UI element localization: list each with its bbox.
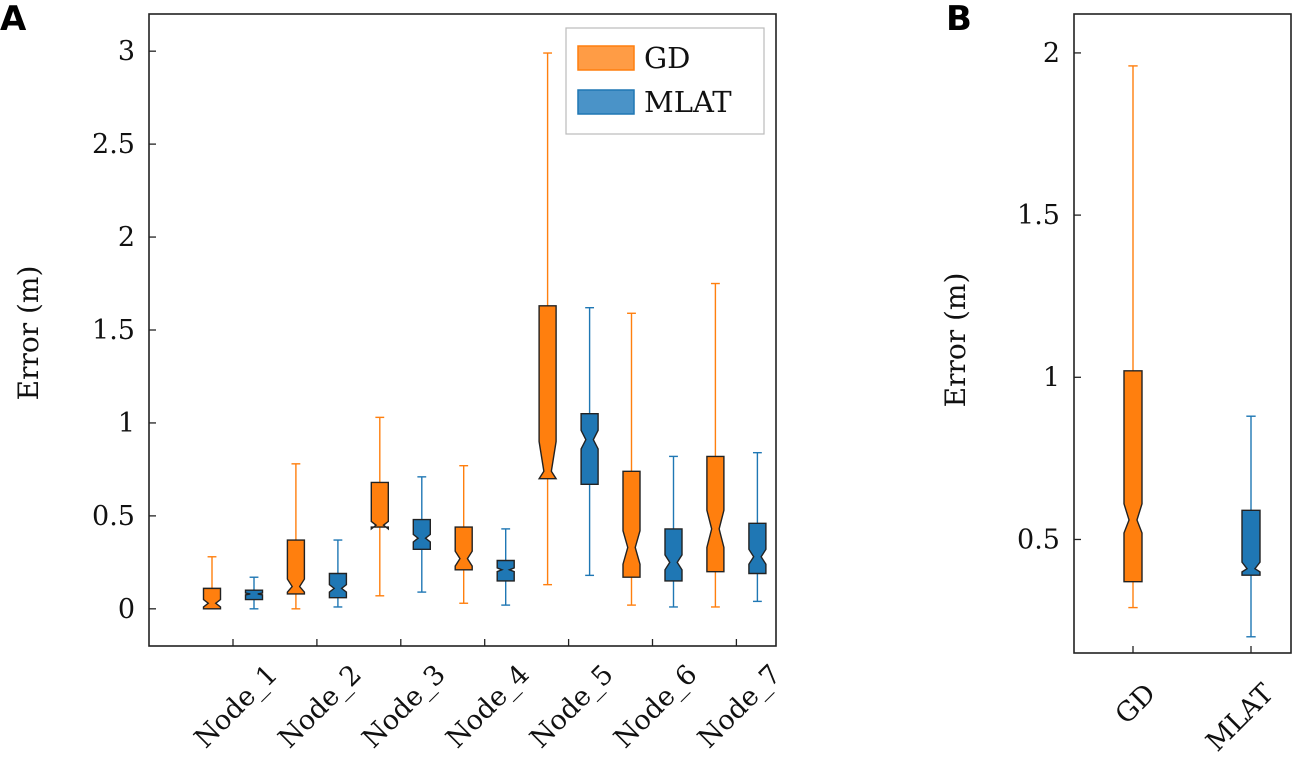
panel-a-y-tick-label: 1 — [118, 408, 135, 439]
box-gd-node-4 — [454, 464, 473, 604]
box-mlat-node-7-body — [748, 522, 767, 575]
panel-a-y-tick-label: 0.5 — [92, 501, 135, 532]
panel-a-y-tick-label: 2 — [118, 222, 135, 253]
panel-a-y-tick-label: 2.5 — [92, 129, 135, 160]
panel-b-y-tick-label: 1 — [1043, 362, 1060, 393]
box-gd-node-6 — [622, 312, 641, 606]
box-gd-node-1 — [202, 556, 222, 610]
box-gd-node-4-body — [454, 526, 473, 571]
box-b-mlat-body — [1241, 509, 1261, 576]
panel-a-x-tick-label: Node_3 — [356, 659, 451, 754]
box-gd-node-7-body — [706, 455, 725, 573]
box-gd-node-3 — [370, 416, 389, 597]
panel-b-y-axis-title: Error (m) — [939, 273, 972, 408]
panel-b-y-tick-label: 2 — [1043, 38, 1060, 69]
box-gd-node-5 — [537, 52, 558, 586]
legend: GD MLAT — [565, 27, 765, 135]
box-b-gd-body — [1123, 370, 1143, 583]
panel-a-x-tick-label: Node_7 — [692, 659, 787, 754]
panel-b-x-tick-label: MLAT — [1200, 678, 1280, 758]
box-mlat-node-5 — [580, 306, 599, 577]
box-mlat-node-2-body — [328, 572, 348, 599]
box-mlat-node-5-body — [580, 412, 599, 485]
panel-a-y-tick-label: 0 — [118, 594, 135, 625]
box-b-gd — [1123, 65, 1143, 609]
box-gd-node-5-body — [537, 305, 558, 480]
box-mlat-node-1-body — [244, 589, 264, 601]
panel-a: A Error (m) 00.511.522.53Node_1Node_2Nod… — [0, 0, 787, 754]
panel-a-x-tick-label: Node_1 — [189, 659, 284, 754]
box-mlat-node-6 — [664, 455, 683, 608]
box-mlat-node-4 — [496, 528, 515, 606]
panel-b-plot-area: 0.5 1 1.5 2 GD MLAT — [1017, 38, 1280, 758]
panel-a-frame — [148, 13, 777, 647]
box-gd-node-2 — [286, 463, 306, 610]
legend-gd-label: GD — [644, 41, 690, 75]
panel-b-y-tick-label: 0.5 — [1017, 524, 1060, 555]
box-gd-node-7 — [706, 282, 725, 608]
box-mlat-node-3 — [412, 476, 431, 593]
legend-mlat-label: MLAT — [644, 85, 732, 119]
legend-mlat-swatch — [577, 89, 635, 115]
box-mlat-node-7 — [748, 451, 767, 603]
panel-a-x-tick-label: Node_4 — [440, 659, 535, 754]
box-b-mlat — [1241, 415, 1261, 638]
panel-b-frame — [1073, 13, 1292, 654]
box-gd-node-2-body — [286, 539, 306, 595]
legend-gd-swatch — [577, 45, 635, 71]
panel-a-y-tick-label: 1.5 — [92, 315, 135, 346]
panel-b-y-tick-label: 1.5 — [1017, 200, 1060, 231]
panel-a-y-axis-title: Error (m) — [12, 266, 45, 401]
panel-b-label: B — [946, 0, 972, 39]
box-mlat-node-4-body — [496, 559, 515, 582]
box-mlat-node-6-body — [664, 528, 683, 582]
panel-b: B Error (m) 0.5 1 1.5 2 GD MLAT — [939, 0, 1292, 758]
panel-a-x-tick-label: Node_5 — [524, 659, 619, 754]
panel-b-x-tick-label: GD — [1109, 678, 1161, 730]
panel-a-x-tick-label: Node_6 — [608, 659, 703, 754]
box-mlat-node-2 — [328, 539, 348, 608]
box-mlat-node-3-body — [412, 518, 431, 551]
box-gd-node-3-body — [370, 481, 389, 531]
panel-a-x-tick-label: Node_2 — [273, 659, 368, 754]
box-gd-node-6-body — [622, 470, 641, 578]
box-gd-node-1-body — [202, 587, 222, 610]
panel-a-label: A — [0, 0, 27, 39]
panel-a-y-tick-label: 3 — [118, 36, 135, 67]
box-mlat-node-1 — [244, 576, 264, 610]
